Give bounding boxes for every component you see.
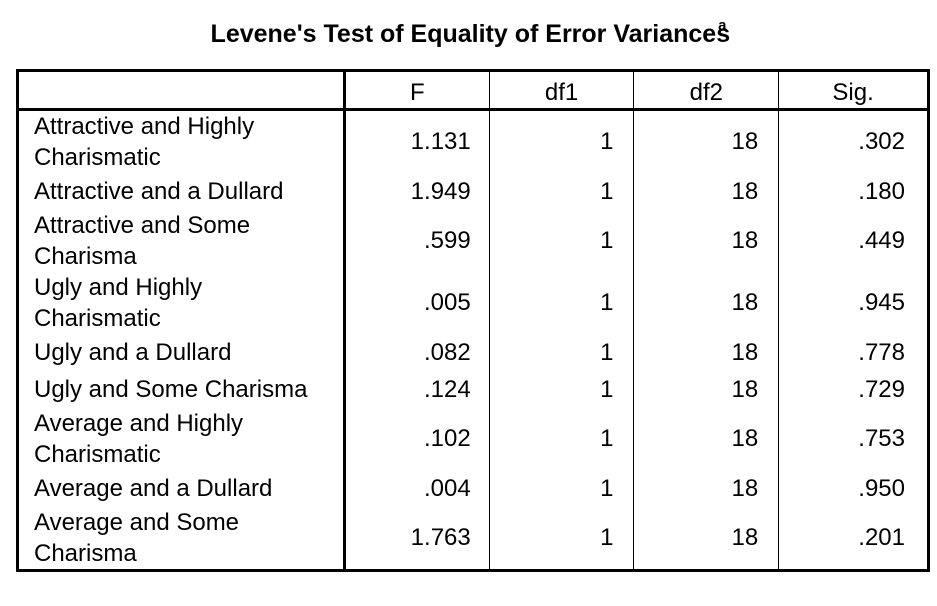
cell-sig: .449 bbox=[778, 210, 929, 272]
cell-df1: 1 bbox=[488, 470, 634, 507]
cell-f: .124 bbox=[424, 375, 471, 403]
cell-sig: .201 bbox=[778, 507, 929, 571]
cell-df2: 18 bbox=[633, 408, 779, 470]
cell-df2: 18 bbox=[633, 272, 779, 334]
table-row: Attractive and Highly Charismatic 1.131 … bbox=[17, 109, 929, 173]
cell-f: .599 bbox=[424, 227, 471, 254]
row-label: Average and a Dullard bbox=[17, 470, 346, 507]
cell-df2: 18 bbox=[633, 334, 779, 371]
cell-df1: 1 bbox=[488, 210, 634, 272]
cell-df1: 1 bbox=[488, 173, 634, 210]
column-header-sig: Sig. bbox=[778, 70, 929, 111]
cell-sig: .778 bbox=[778, 334, 929, 371]
row-label: Average and Highly Charismatic bbox=[17, 408, 346, 470]
cell-df2: 18 bbox=[633, 210, 779, 272]
cell-df1: 1 bbox=[488, 334, 634, 371]
cell-sig: .302 bbox=[778, 109, 929, 173]
cell-df1: 1 bbox=[488, 408, 634, 470]
table-row: Ugly and a Dullard .082 1 18 .778 bbox=[17, 334, 929, 371]
cell-sig: .753 bbox=[778, 408, 929, 470]
table-row: Ugly and Some Charisma .124 1 18 .729 bbox=[17, 371, 929, 408]
cell-f: 1.763 bbox=[410, 524, 471, 551]
cell-f: .082 bbox=[424, 338, 471, 366]
row-label: Attractive and a Dullard bbox=[17, 173, 346, 210]
table-row: Attractive and a Dullard 1.949 1 18 .180 bbox=[17, 173, 929, 210]
cell-sig: .180 bbox=[778, 173, 929, 210]
levene-table: F df1 df2 Sig. Attractive and Highly Cha… bbox=[16, 69, 930, 572]
column-header-f: F bbox=[343, 70, 490, 111]
cell-df1: 1 bbox=[488, 272, 634, 334]
column-header-df2: df2 bbox=[633, 70, 779, 111]
table-title-text: Levene's Test of Equality of Error Varia… bbox=[210, 20, 731, 48]
cell-sig: .945 bbox=[778, 272, 929, 334]
cell-f: .102 bbox=[424, 425, 471, 452]
table-title: Levene's Test of Equality of Error Varia… bbox=[0, 17, 937, 49]
cell-df2: 18 bbox=[633, 371, 779, 408]
cell-f: .005 bbox=[424, 289, 471, 316]
header-row: F df1 df2 Sig. bbox=[17, 70, 929, 111]
row-label: Ugly and Highly Charismatic bbox=[17, 272, 346, 334]
cell-sig: .729 bbox=[778, 371, 929, 408]
column-header-df1: df1 bbox=[488, 70, 634, 111]
title-footnote-marker: a bbox=[718, 17, 727, 34]
table-row: Ugly and Highly Charismatic .005 1 18 .9… bbox=[17, 272, 929, 334]
cell-f: 1.949 bbox=[410, 177, 471, 205]
cell-f: 1.131 bbox=[410, 128, 471, 155]
cell-df2: 18 bbox=[633, 470, 779, 507]
header-corner bbox=[17, 70, 346, 111]
row-label: Ugly and a Dullard bbox=[17, 334, 346, 371]
row-label: Attractive and Highly Charismatic bbox=[17, 109, 346, 173]
table-row: Average and Highly Charismatic .102 1 18… bbox=[17, 408, 929, 470]
table-row: Attractive and Some Charisma .599 1 18 .… bbox=[17, 210, 929, 272]
cell-df1: 1 bbox=[488, 109, 634, 173]
row-label: Average and Some Charisma bbox=[17, 507, 346, 571]
cell-df1: 1 bbox=[488, 507, 634, 571]
cell-df2: 18 bbox=[633, 507, 779, 571]
row-label: Ugly and Some Charisma bbox=[17, 371, 346, 408]
row-label: Attractive and Some Charisma bbox=[17, 210, 346, 272]
cell-df1: 1 bbox=[488, 371, 634, 408]
table-row: Average and a Dullard .004 1 18 .950 bbox=[17, 470, 929, 507]
cell-sig: .950 bbox=[778, 470, 929, 507]
cell-df2: 18 bbox=[633, 173, 779, 210]
cell-f: .004 bbox=[424, 474, 471, 502]
cell-df2: 18 bbox=[633, 109, 779, 173]
table-row: Average and Some Charisma 1.763 1 18 .20… bbox=[17, 507, 929, 571]
